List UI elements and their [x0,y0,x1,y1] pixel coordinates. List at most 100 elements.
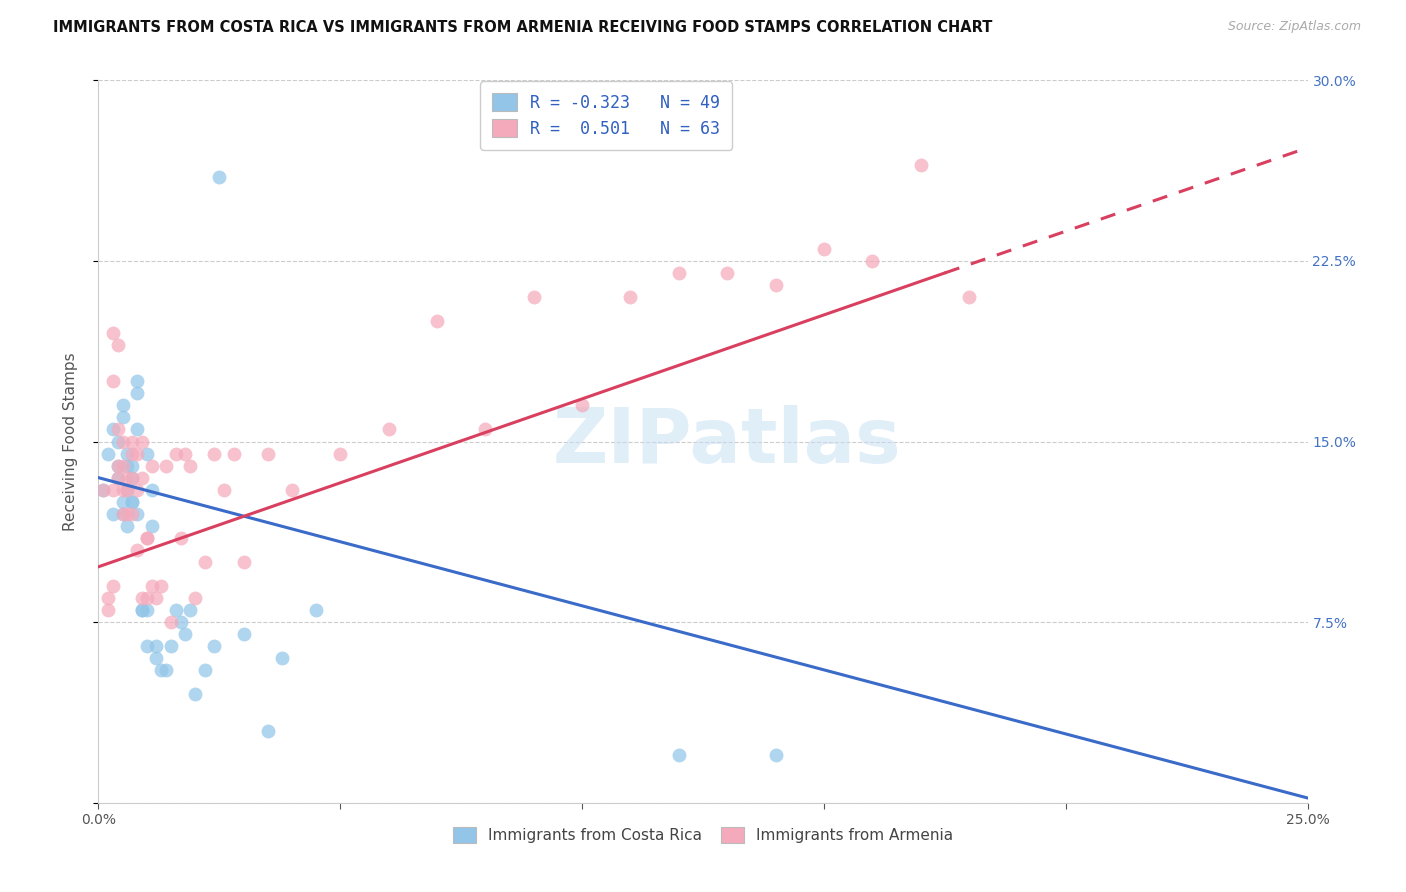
Legend: Immigrants from Costa Rica, Immigrants from Armenia: Immigrants from Costa Rica, Immigrants f… [447,821,959,849]
Point [150,579,173,593]
Point [135,591,157,605]
Point [117,518,139,533]
Text: ZIPatlas: ZIPatlas [553,405,901,478]
Point [111,507,134,521]
Text: Source: ZipAtlas.com: Source: ZipAtlas.com [1227,20,1361,33]
Point [127,374,149,388]
Point [111,507,134,521]
Point [155,458,177,473]
Point [117,458,139,473]
Point [117,483,139,497]
Point [256,446,278,460]
Point [957,290,980,304]
Point [121,446,143,460]
Point [271,651,294,665]
Point [101,507,124,521]
Point [212,483,235,497]
Point [194,664,217,678]
Point [135,531,157,545]
Point [127,446,149,460]
Point [165,603,187,617]
Point [194,555,217,569]
Point [107,458,129,473]
Point [377,422,399,436]
Point [127,386,149,401]
Point [135,603,157,617]
Point [117,446,139,460]
Point [97,603,120,617]
Point [121,470,143,484]
Point [121,494,143,508]
Point [169,531,191,545]
Point [91,483,114,497]
Point [141,458,163,473]
Point [127,422,149,436]
Point [135,531,157,545]
Point [141,579,163,593]
Point [160,615,183,630]
Point [117,470,139,484]
Point [141,518,163,533]
Point [107,470,129,484]
Point [145,651,167,665]
Point [107,458,129,473]
Point [145,591,167,605]
Point [910,157,932,171]
Point [97,591,120,605]
Point [131,591,153,605]
Point [179,458,201,473]
Point [111,483,134,497]
Point [765,277,787,292]
Point [426,314,449,328]
Point [111,458,134,473]
Point [117,507,139,521]
Point [813,242,835,256]
Point [232,627,254,641]
Point [174,446,197,460]
Point [121,458,143,473]
Text: IMMIGRANTS FROM COSTA RICA VS IMMIGRANTS FROM ARMENIA RECEIVING FOOD STAMPS CORR: IMMIGRANTS FROM COSTA RICA VS IMMIGRANTS… [53,20,993,35]
Point [619,290,641,304]
Point [91,483,114,497]
Point [135,446,157,460]
Point [145,639,167,653]
Point [281,483,304,497]
Point [765,747,787,762]
Point [860,253,883,268]
Point [107,434,129,449]
Point [117,483,139,497]
Point [121,434,143,449]
Point [127,542,149,557]
Point [155,664,177,678]
Point [101,374,124,388]
Point [101,326,124,340]
Point [256,723,278,738]
Point [121,470,143,484]
Point [204,446,226,460]
Point [184,687,207,701]
Point [208,169,231,184]
Point [668,266,690,280]
Point [101,483,124,497]
Point [101,579,124,593]
Point [160,639,183,653]
Point [101,422,124,436]
Point [523,290,546,304]
Point [131,603,153,617]
Point [107,470,129,484]
Point [121,507,143,521]
Point [111,494,134,508]
Point [141,483,163,497]
Point [305,603,328,617]
Point [107,422,129,436]
Point [107,338,129,352]
Point [127,483,149,497]
Point [174,627,197,641]
Point [232,555,254,569]
Point [179,603,201,617]
Y-axis label: Receiving Food Stamps: Receiving Food Stamps [63,352,77,531]
Point [165,446,187,460]
Point [668,747,690,762]
Point [127,507,149,521]
Point [131,603,153,617]
